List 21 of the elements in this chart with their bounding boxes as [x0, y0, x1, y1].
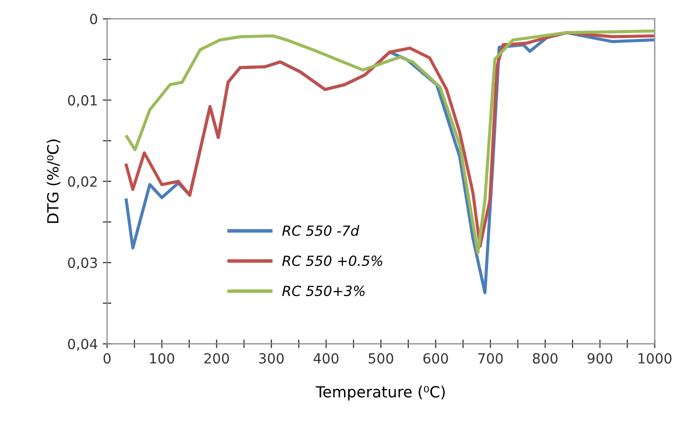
x-tick-label: 700: [478, 353, 503, 364]
x-tick-label: 400: [314, 353, 338, 364]
x-tick-label: 900: [588, 353, 612, 364]
legend-label: RC 550+3%: [282, 286, 365, 296]
x-tick-label: 1000: [638, 353, 672, 364]
x-tick-label: 200: [204, 353, 229, 364]
y-axis-title: DTG (%/⁰C): [46, 140, 60, 223]
x-axis-title: Temperature (⁰C): [316, 386, 445, 401]
y-tick-label: 0,03: [68, 258, 97, 270]
y-tick-label: 0,04: [68, 338, 98, 351]
legend-label: RC 550 -7d: [282, 225, 360, 236]
x-tick-label: 100: [150, 353, 174, 364]
x-tick-label: 500: [368, 353, 394, 364]
x-tick-label: 0: [104, 353, 111, 364]
y-tick-label: 0: [90, 14, 98, 24]
y-tick-label: 0,01: [68, 95, 97, 107]
x-tick-label: 800: [532, 353, 558, 364]
y-tick-label: 0,02: [68, 176, 97, 188]
legend-label: RC 550 +0.5%: [282, 256, 382, 266]
x-tick-label: 300: [259, 353, 284, 364]
x-tick-label: 600: [423, 353, 448, 364]
